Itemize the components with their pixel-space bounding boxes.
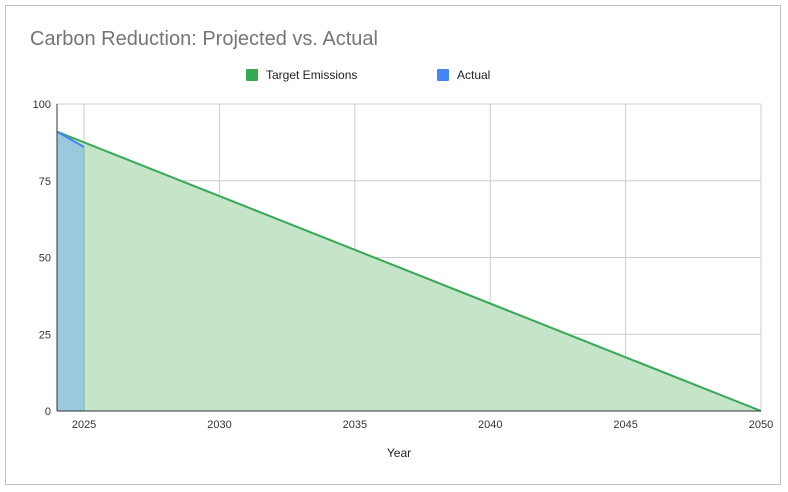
y-tick-label: 0 (45, 406, 51, 418)
legend-swatch-target (246, 69, 258, 81)
y-tick-label: 75 (39, 176, 51, 188)
chart-plot: 0 25 50 75 100 2025 2030 2035 2040 2045 2050 Year (33, 99, 774, 460)
y-tick-label: 25 (39, 329, 51, 341)
x-axis-title: Year (387, 446, 411, 460)
chart-frame: Carbon Reduction: Projected vs. Actual T… (5, 5, 781, 485)
x-tick-label: 2025 (72, 419, 96, 431)
legend-item-actual[interactable]: Actual (437, 68, 490, 82)
legend-item-target[interactable]: Target Emissions (246, 68, 357, 82)
series-line-actual (56, 130, 85, 148)
y-tick-label: 100 (33, 99, 51, 111)
area-fill-actual (57, 131, 85, 411)
legend: Target Emissions Actual (6, 68, 782, 88)
series-line-target (56, 130, 762, 412)
x-tick-label: 2050 (749, 419, 773, 431)
x-tick-label: 2030 (207, 419, 231, 431)
x-tick-label: 2035 (343, 419, 367, 431)
chart-title: Carbon Reduction: Projected vs. Actual (30, 28, 378, 50)
legend-swatch-actual (437, 69, 449, 81)
legend-label-target: Target Emissions (266, 68, 358, 82)
x-tick-label: 2045 (613, 419, 637, 431)
x-tick-label: 2040 (478, 419, 502, 431)
y-tick-label: 50 (39, 253, 51, 265)
legend-label-actual: Actual (457, 68, 491, 82)
